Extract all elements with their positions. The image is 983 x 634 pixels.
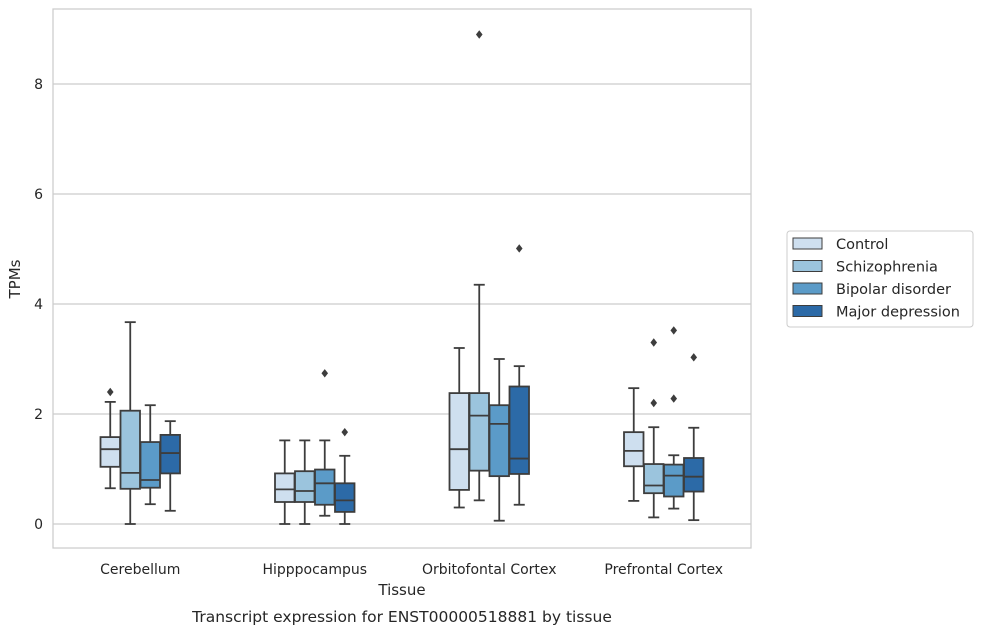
chart-caption: Transcript expression for ENST0000051888… <box>191 608 612 626</box>
iqr-box <box>294 470 316 503</box>
box-schizophrenia <box>119 321 141 525</box>
legend-frame <box>786 230 974 328</box>
outlier-point <box>475 30 483 39</box>
y-axis-label: TPMs <box>6 259 24 299</box>
box-major-depression <box>334 427 356 525</box>
plot-frame <box>52 8 752 549</box>
y-gridlines <box>53 83 751 525</box>
legend-label: Schizophrenia <box>836 260 938 276</box>
iqr-box <box>468 392 490 472</box>
box-schizophrenia <box>468 30 490 502</box>
box-group <box>99 321 181 525</box>
legend-label: Bipolar disorder <box>836 282 951 298</box>
x-tick-labels: Cerebellum Hipppocampus Orbitofontal Corte… <box>100 562 723 578</box>
iqr-box <box>623 431 645 468</box>
outlier-point <box>515 244 523 253</box>
iqr-box <box>448 392 470 491</box>
legend-label: Control <box>836 237 888 253</box>
outlier-point <box>321 369 329 378</box>
outlier-point <box>690 353 698 362</box>
iqr-box <box>274 472 296 503</box>
x-tick-label: Orbitofontal Cortex <box>422 562 557 578</box>
outlier-point <box>341 427 349 437</box>
iqr-box <box>119 409 141 490</box>
iqr-box <box>663 463 685 498</box>
iqr-box <box>159 433 181 475</box>
box-bipolar-disorder <box>488 358 510 522</box>
y-tick-labels: 0 2 4 6 8 <box>34 77 43 533</box>
box-group <box>274 369 356 525</box>
box-group <box>448 30 530 522</box>
legend: Control Schizophrenia Bipolar disorder Majo… <box>786 230 974 328</box>
y-tick-label: 0 <box>34 517 43 533</box>
outlier-point <box>650 398 658 408</box>
iqr-box <box>683 457 705 493</box>
box-major-depression <box>159 420 181 512</box>
outlier-point <box>670 394 678 403</box>
legend-label: Major depression <box>836 305 960 321</box>
legend-swatch <box>792 260 823 272</box>
iqr-box <box>334 482 356 513</box>
x-tick-label: Prefrontal Cortex <box>604 562 723 578</box>
x-axis-label: Tissue <box>377 581 425 599</box>
legend-swatch <box>792 282 823 295</box>
outlier-point <box>670 326 678 335</box>
box-major-depression <box>683 353 705 522</box>
y-tick-label: 2 <box>34 407 43 423</box>
box-major-depression <box>508 244 530 506</box>
box-bipolar-disorder <box>139 404 161 506</box>
y-tick-label: 6 <box>34 187 43 203</box>
iqr-box <box>99 436 121 468</box>
box-groups <box>99 30 705 525</box>
legend-swatch <box>792 237 823 250</box>
iqr-box <box>314 468 336 506</box>
outlier-point <box>650 338 658 347</box>
iqr-box <box>488 404 510 478</box>
iqr-box <box>508 385 530 475</box>
y-tick-label: 8 <box>34 77 43 93</box>
outlier-point <box>106 387 114 397</box>
box-schizophrenia <box>294 439 316 525</box>
x-tick-label: Hipppocampus <box>262 562 367 578</box>
x-tick-label: Cerebellum <box>100 562 180 578</box>
box-schizophrenia <box>643 338 665 519</box>
legend-swatch <box>792 305 823 317</box>
box-control <box>99 387 121 490</box>
box-control <box>623 387 645 502</box>
box-group <box>623 326 705 522</box>
y-tick-label: 4 <box>34 297 43 313</box>
iqr-box <box>643 463 665 495</box>
